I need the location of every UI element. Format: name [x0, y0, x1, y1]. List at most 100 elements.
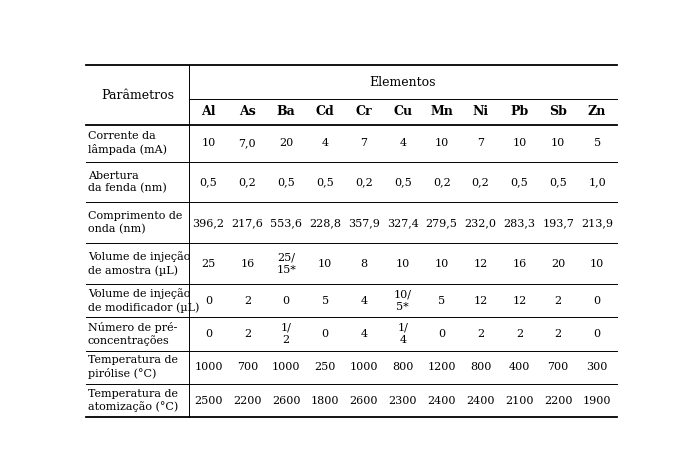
Text: 250: 250	[314, 362, 336, 372]
Text: 228,8: 228,8	[309, 218, 341, 228]
Text: 5: 5	[438, 296, 445, 306]
Text: Cr: Cr	[356, 105, 372, 118]
Text: 0,2: 0,2	[472, 177, 489, 187]
Text: 10: 10	[512, 138, 527, 148]
Text: 2: 2	[244, 296, 251, 306]
Text: 2: 2	[555, 296, 562, 306]
Text: 2200: 2200	[233, 396, 262, 406]
Text: 7,0: 7,0	[238, 138, 256, 148]
Text: 1900: 1900	[583, 396, 611, 406]
Text: 16: 16	[240, 259, 255, 269]
Text: 193,7: 193,7	[543, 218, 574, 228]
Text: 2200: 2200	[544, 396, 573, 406]
Text: 0: 0	[283, 296, 290, 306]
Text: 1800: 1800	[311, 396, 339, 406]
Text: 2: 2	[244, 329, 251, 339]
Text: 213,9: 213,9	[581, 218, 613, 228]
Text: 0: 0	[593, 296, 601, 306]
Text: 10: 10	[318, 259, 332, 269]
Text: 4: 4	[360, 329, 368, 339]
Text: 4: 4	[360, 296, 368, 306]
Text: 1000: 1000	[195, 362, 223, 372]
Text: 4: 4	[321, 138, 329, 148]
Text: 400: 400	[509, 362, 530, 372]
Text: 0: 0	[438, 329, 445, 339]
Text: 12: 12	[473, 259, 488, 269]
Text: 1/
4: 1/ 4	[397, 323, 408, 345]
Text: 700: 700	[237, 362, 258, 372]
Text: 279,5: 279,5	[426, 218, 458, 228]
Text: 10: 10	[590, 259, 604, 269]
Text: Temperatura de
atomização (°C): Temperatura de atomização (°C)	[88, 389, 178, 412]
Text: 2300: 2300	[388, 396, 417, 406]
Text: 217,6: 217,6	[232, 218, 263, 228]
Text: 800: 800	[470, 362, 491, 372]
Text: Sb: Sb	[549, 105, 567, 118]
Text: 2: 2	[516, 329, 523, 339]
Text: Cu: Cu	[393, 105, 412, 118]
Text: 2600: 2600	[272, 396, 301, 406]
Text: 1200: 1200	[427, 362, 456, 372]
Text: 2400: 2400	[427, 396, 456, 406]
Text: Parâmetros: Parâmetros	[101, 89, 174, 101]
Text: Zn: Zn	[588, 105, 606, 118]
Text: Al: Al	[201, 105, 216, 118]
Text: 5: 5	[593, 138, 601, 148]
Text: 553,6: 553,6	[271, 218, 302, 228]
Text: 0: 0	[321, 329, 329, 339]
Text: 20: 20	[551, 259, 565, 269]
Text: 0,2: 0,2	[433, 177, 451, 187]
Text: 1000: 1000	[350, 362, 378, 372]
Text: Abertura
da fenda (nm): Abertura da fenda (nm)	[88, 170, 166, 193]
Text: Elementos: Elementos	[370, 75, 436, 89]
Text: 2400: 2400	[466, 396, 495, 406]
Text: 0,5: 0,5	[277, 177, 295, 187]
Text: 0,5: 0,5	[394, 177, 412, 187]
Text: Ba: Ba	[277, 105, 296, 118]
Text: 0: 0	[205, 296, 212, 306]
Text: 25: 25	[201, 259, 216, 269]
Text: 1,0: 1,0	[588, 177, 606, 187]
Text: 1000: 1000	[272, 362, 301, 372]
Text: 0,5: 0,5	[200, 177, 217, 187]
Text: Cd: Cd	[316, 105, 334, 118]
Text: 12: 12	[512, 296, 527, 306]
Text: 0,5: 0,5	[510, 177, 528, 187]
Text: 25/
15*: 25/ 15*	[276, 252, 296, 275]
Text: 10/
5*: 10/ 5*	[394, 289, 412, 312]
Text: 10: 10	[201, 138, 216, 148]
Text: Ni: Ni	[473, 105, 488, 118]
Text: 7: 7	[360, 138, 367, 148]
Text: 0,2: 0,2	[355, 177, 373, 187]
Text: 10: 10	[434, 259, 449, 269]
Text: Comprimento de
onda (nm): Comprimento de onda (nm)	[88, 212, 182, 234]
Text: 1/
2: 1/ 2	[281, 323, 292, 345]
Text: 10: 10	[551, 138, 565, 148]
Text: 2100: 2100	[505, 396, 534, 406]
Text: Número de pré-
concentrações: Número de pré- concentrações	[88, 322, 177, 346]
Text: 283,3: 283,3	[503, 218, 536, 228]
Text: 2: 2	[555, 329, 562, 339]
Text: 0,2: 0,2	[238, 177, 256, 187]
Text: 396,2: 396,2	[192, 218, 225, 228]
Text: 4: 4	[399, 138, 406, 148]
Text: 12: 12	[473, 296, 488, 306]
Text: 2: 2	[477, 329, 484, 339]
Text: 10: 10	[434, 138, 449, 148]
Text: 20: 20	[279, 138, 293, 148]
Text: 5: 5	[321, 296, 329, 306]
Text: 357,9: 357,9	[348, 218, 380, 228]
Text: 327,4: 327,4	[387, 218, 419, 228]
Text: Volume de injeção
de modificador (µL): Volume de injeção de modificador (µL)	[88, 289, 199, 313]
Text: 232,0: 232,0	[464, 218, 497, 228]
Text: As: As	[239, 105, 256, 118]
Text: 7: 7	[477, 138, 484, 148]
Text: 0: 0	[205, 329, 212, 339]
Text: 8: 8	[360, 259, 368, 269]
Text: 0: 0	[593, 329, 601, 339]
Text: 10: 10	[396, 259, 410, 269]
Text: Mn: Mn	[430, 105, 453, 118]
Text: 2600: 2600	[350, 396, 378, 406]
Text: 300: 300	[586, 362, 608, 372]
Text: Volume de injeção
de amostra (µL): Volume de injeção de amostra (µL)	[88, 252, 190, 276]
